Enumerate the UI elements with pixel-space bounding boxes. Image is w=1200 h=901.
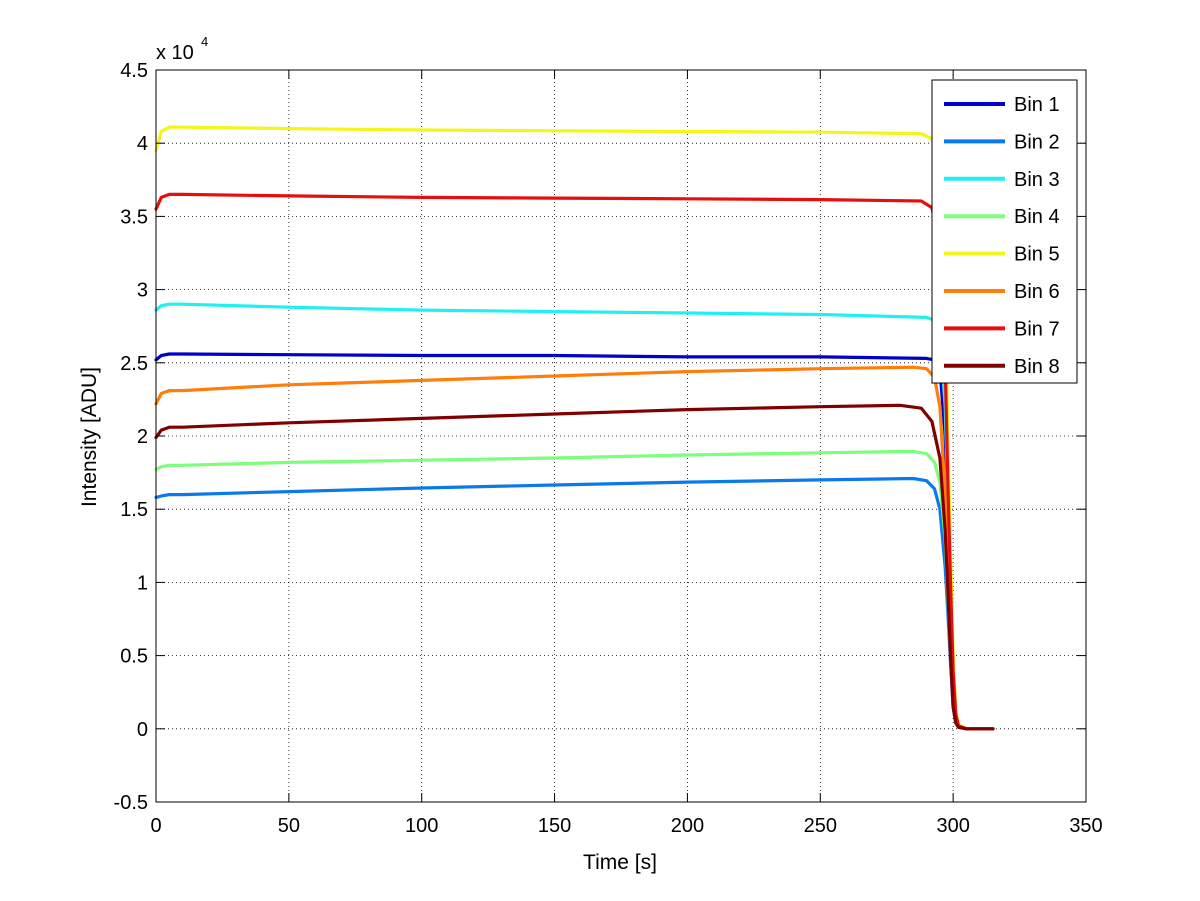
x-tick-label: 250 xyxy=(804,815,837,837)
y-tick-label: 1.5 xyxy=(120,499,148,521)
legend-label-bin-2: Bin 2 xyxy=(1014,131,1060,153)
legend-label-bin-7: Bin 7 xyxy=(1014,318,1060,340)
y-tick-label: 0 xyxy=(137,719,148,741)
legend-box xyxy=(931,79,1078,384)
y-tick-label: 4 xyxy=(137,133,148,155)
y-tick-labels: -0.5 0 0.5 1 1.5 2 2.5 3 3.5 4 4.5 xyxy=(114,60,148,814)
legend-label-bin-5: Bin 5 xyxy=(1014,244,1060,266)
y-tick-label: -0.5 xyxy=(114,792,148,814)
legend-label-bin-1: Bin 1 xyxy=(1014,94,1060,116)
y-tick-label: 2 xyxy=(137,426,148,448)
legend-label-bin-3: Bin 3 xyxy=(1014,169,1060,191)
y-multiplier-label: x 10 xyxy=(156,42,194,64)
x-axis-label: Time [s] xyxy=(583,851,657,874)
y-tick-label: 4.5 xyxy=(120,60,148,82)
y-multiplier-exponent: 4 xyxy=(201,34,208,49)
y-tick-label: 2.5 xyxy=(120,353,148,375)
x-tick-label: 200 xyxy=(671,815,704,837)
legend-label-bin-8: Bin 8 xyxy=(1014,356,1060,378)
y-tick-label: 3 xyxy=(137,280,148,302)
x-tick-label: 100 xyxy=(405,815,438,837)
grid-lines xyxy=(156,70,1086,802)
y-tick-label: 1 xyxy=(137,572,148,594)
y-tick-label: 0.5 xyxy=(120,646,148,668)
axis-ticks xyxy=(155,69,1087,803)
x-tick-labels: 0 50 100 150 200 250 300 350 xyxy=(150,815,1102,837)
x-tick-label: 300 xyxy=(936,815,969,837)
x-tick-label: 350 xyxy=(1069,815,1102,837)
x-tick-label: 50 xyxy=(278,815,300,837)
y-axis-label: Intensity [ADU] xyxy=(78,367,101,507)
series-line-bin-8 xyxy=(154,403,995,731)
x-tick-label: 0 xyxy=(150,815,161,837)
legend: Bin 1 Bin 2 Bin 3 Bin 4 Bin 5 Bin 6 Bin 7 Bin 8 xyxy=(931,79,1078,384)
legend-label-bin-6: Bin 6 xyxy=(1014,281,1060,303)
y-tick-label: 3.5 xyxy=(120,206,148,228)
legend-label-bin-4: Bin 4 xyxy=(1014,206,1060,228)
x-tick-label: 150 xyxy=(538,815,571,837)
